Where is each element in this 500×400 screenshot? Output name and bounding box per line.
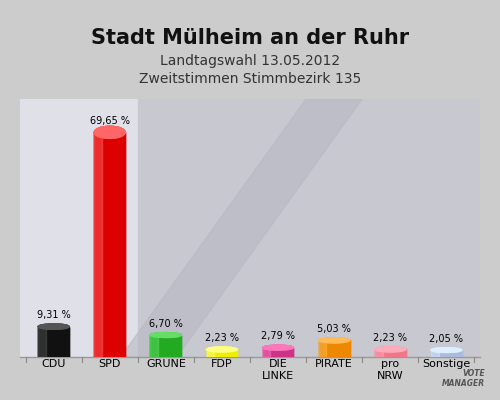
Ellipse shape [38,324,69,329]
Bar [150,335,158,357]
Text: Zweitstimmen Stimmbezirk 135: Zweitstimmen Stimmbezirk 135 [139,72,361,86]
Bar [375,350,406,357]
Ellipse shape [375,347,406,352]
Bar [431,350,462,357]
Ellipse shape [375,347,406,352]
Ellipse shape [94,126,125,138]
Bar [150,335,158,357]
Bar [38,327,46,357]
Bar [318,340,350,357]
Ellipse shape [375,347,406,352]
Bar [318,340,350,357]
Ellipse shape [206,347,238,352]
Polygon shape [121,99,362,357]
Text: 6,70 %: 6,70 % [149,319,183,329]
Bar [206,350,238,357]
Bar [318,340,326,357]
Ellipse shape [318,338,350,343]
Bar [262,348,294,357]
Ellipse shape [431,348,462,352]
Ellipse shape [262,345,294,350]
Text: 69,65 %: 69,65 % [90,116,130,126]
Bar [38,327,69,357]
Text: 2,79 %: 2,79 % [261,331,295,341]
Ellipse shape [269,346,287,349]
Bar [94,132,125,357]
Bar [375,350,382,357]
Text: VOTE
MANAGER: VOTE MANAGER [442,369,485,388]
Ellipse shape [431,348,462,352]
Bar [94,132,125,357]
Bar [206,350,238,357]
Ellipse shape [150,333,182,338]
Text: 5,03 %: 5,03 % [317,324,351,334]
Ellipse shape [437,348,456,352]
Ellipse shape [262,345,294,350]
Bar [38,327,69,357]
Ellipse shape [212,348,231,351]
Ellipse shape [156,334,175,337]
Bar [431,350,438,357]
Ellipse shape [94,126,125,138]
Ellipse shape [325,339,344,342]
Ellipse shape [262,345,294,350]
Bar [206,350,214,357]
Bar [206,350,214,357]
Ellipse shape [100,128,119,136]
Bar [262,348,270,357]
Text: 2,23 %: 2,23 % [205,333,239,343]
Text: 2,23 %: 2,23 % [373,333,407,343]
Bar [94,132,102,357]
Bar [375,350,406,357]
Ellipse shape [206,347,238,352]
Bar [262,348,270,357]
Bar [431,350,462,357]
Bar [150,335,182,357]
Ellipse shape [38,324,69,329]
Bar [94,132,102,357]
Bar [150,335,182,357]
Bar [38,327,46,357]
Text: 9,31 %: 9,31 % [37,310,70,320]
Ellipse shape [150,333,182,338]
Ellipse shape [206,347,238,352]
Text: Stadt Mülheim an der Ruhr: Stadt Mülheim an der Ruhr [91,28,409,48]
Ellipse shape [431,348,462,352]
Bar [262,348,294,357]
Polygon shape [138,83,500,373]
Text: Landtagswahl 13.05.2012: Landtagswahl 13.05.2012 [160,54,340,68]
Text: 2,05 %: 2,05 % [430,334,464,344]
Ellipse shape [381,348,400,351]
Ellipse shape [318,338,350,343]
Ellipse shape [44,325,63,328]
Ellipse shape [38,324,69,329]
Bar [318,340,326,357]
Ellipse shape [318,338,350,343]
Bar [375,350,382,357]
Bar [431,350,438,357]
Ellipse shape [150,333,182,338]
Ellipse shape [94,126,125,138]
